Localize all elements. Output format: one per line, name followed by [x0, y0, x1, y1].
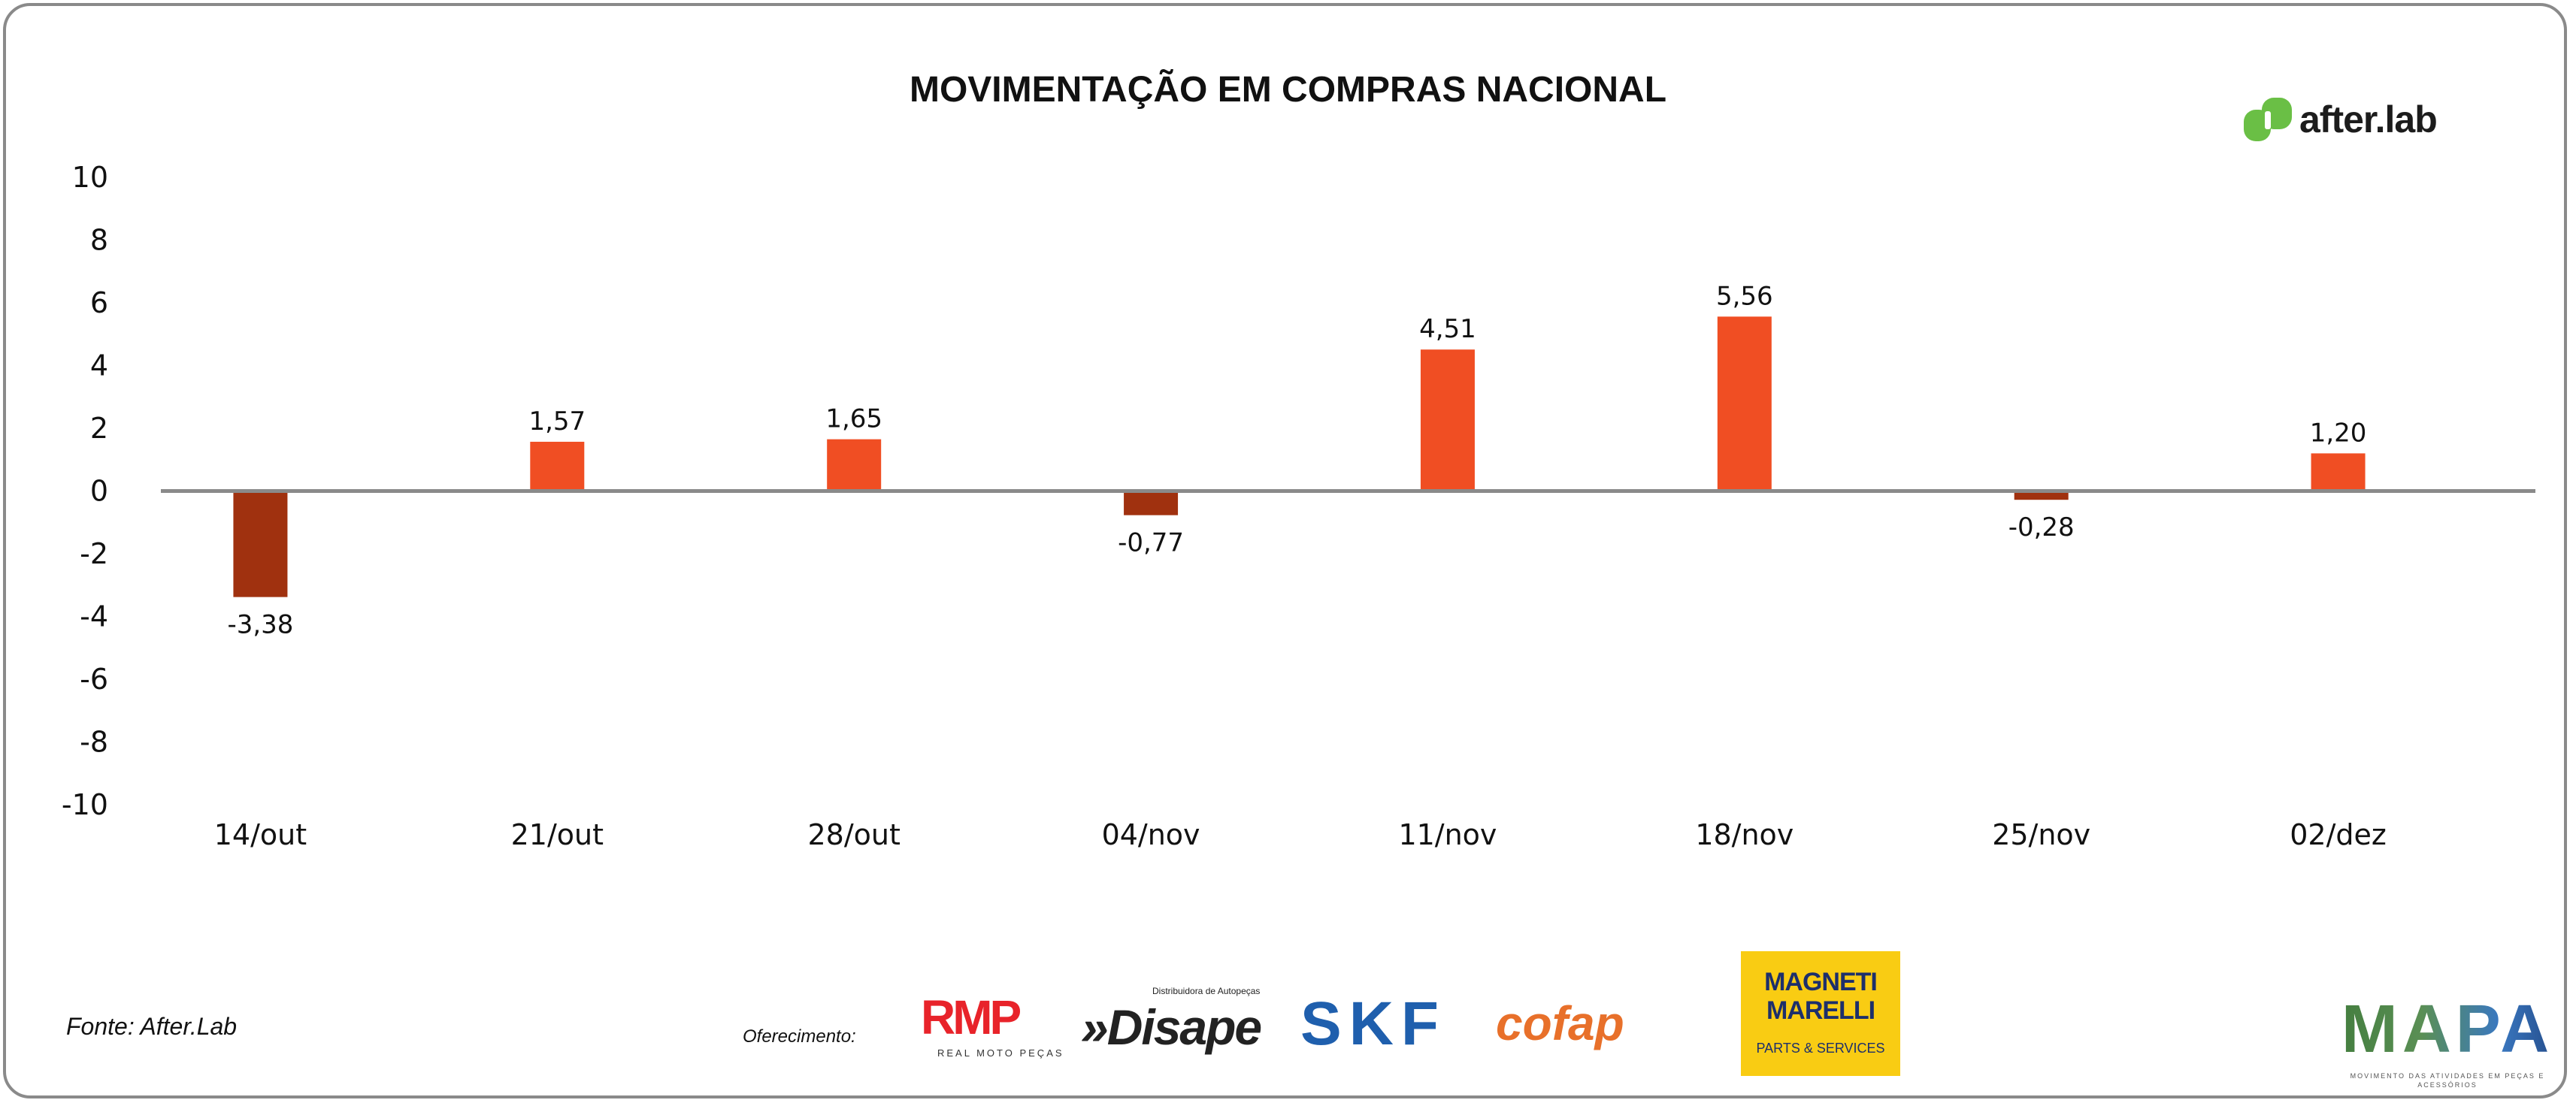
x-tick-label: 21/out — [511, 818, 604, 851]
y-tick-label: 0 — [90, 475, 108, 508]
afterlab-logo: after.lab — [2244, 98, 2438, 141]
bar-18-nov — [1717, 316, 1772, 491]
y-tick-label: -6 — [80, 663, 108, 696]
mapa-logo: MAPA MOVIMENTO DAS ATIVIDADES EM PEÇAS E… — [2319, 990, 2576, 1089]
disape-name: »Disape — [1081, 999, 1262, 1055]
magneti-name: MAGNETI MARELLI — [1764, 968, 1878, 1025]
data-label: 1,20 — [2310, 418, 2367, 448]
x-tick-label: 28/out — [807, 818, 900, 851]
data-label: 5,56 — [1716, 281, 1773, 311]
data-label: -0,77 — [1118, 528, 1184, 558]
y-tick-label: -2 — [80, 537, 108, 570]
rmp-logo: RMP REAL MOTO PEÇAS — [921, 990, 1064, 1059]
y-tick-label: 4 — [90, 349, 108, 382]
magneti-sub: PARTS & SERVICES — [1756, 1041, 1885, 1056]
x-tick-label: 18/nov — [1695, 818, 1794, 851]
data-label: -3,38 — [227, 610, 293, 640]
x-tick-label: 11/nov — [1398, 818, 1497, 851]
bar-25-nov — [2014, 491, 2069, 500]
bar-28-out — [827, 439, 882, 491]
mapa-name: MAPA — [2319, 990, 2576, 1068]
data-label: -0,28 — [2008, 512, 2075, 542]
disape-logo: »Disape Distribuidora de Autopeças — [1081, 986, 1262, 1056]
data-label: 4,51 — [1419, 314, 1476, 344]
cofap-logo: cofap — [1496, 996, 1624, 1050]
x-tick-label: 25/nov — [1992, 818, 2090, 851]
skf-logo: SKF — [1300, 990, 1446, 1058]
y-tick-label: 8 — [90, 224, 108, 257]
y-tick-label: -10 — [62, 788, 108, 821]
afterlab-mark-icon — [2244, 98, 2292, 141]
rmp-sub: REAL MOTO PEÇAS — [937, 1047, 1064, 1059]
magneti-marelli-logo: MAGNETI MARELLI PARTS & SERVICES — [1741, 951, 1900, 1076]
y-tick-label: 6 — [90, 286, 108, 319]
y-tick-label: -4 — [80, 600, 108, 633]
bar-21-out — [530, 441, 585, 491]
sponsor-label: Oferecimento: — [743, 1026, 856, 1047]
rmp-name: RMP — [921, 990, 1022, 1044]
bar-14-out — [233, 491, 288, 597]
chart-frame — [3, 3, 2567, 1098]
afterlab-name: after.lab — [2299, 98, 2438, 141]
bar-04-nov — [1124, 491, 1179, 515]
data-label: 1,57 — [528, 406, 586, 437]
y-tick-label: 2 — [90, 412, 108, 445]
bar-11-nov — [1420, 349, 1475, 491]
bar-02-dez — [2311, 453, 2366, 491]
y-tick-label: 10 — [72, 161, 108, 194]
x-tick-label: 02/dez — [2290, 818, 2387, 851]
x-tick-label: 04/nov — [1102, 818, 1200, 851]
disape-sub: Distribuidora de Autopeças — [1152, 986, 1261, 996]
x-tick-label: 14/out — [214, 818, 307, 851]
mapa-sub: MOVIMENTO DAS ATIVIDADES EM PEÇAS E ACES… — [2350, 1072, 2545, 1089]
data-label: 1,65 — [825, 404, 882, 434]
y-tick-label: -8 — [80, 726, 108, 759]
source-note: Fonte: After.Lab — [66, 1013, 238, 1040]
chart-title: MOVIMENTAÇÃO EM COMPRAS NACIONAL — [909, 70, 1667, 110]
